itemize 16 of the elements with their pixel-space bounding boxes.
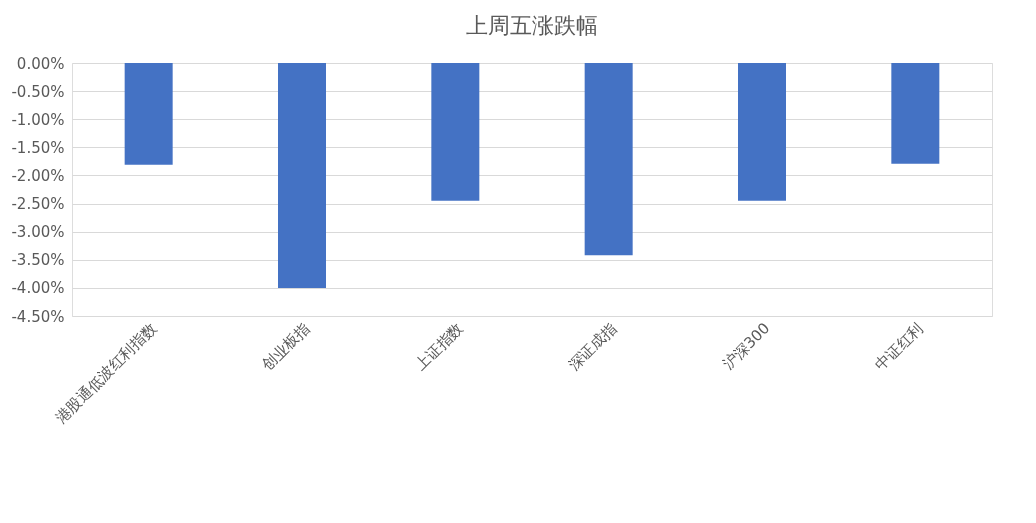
- y-tick-label: -2.00%: [11, 166, 65, 185]
- x-tick-label: 沪深300: [719, 319, 774, 374]
- y-tick-label: -4.00%: [11, 279, 65, 298]
- chart-title: 上周五涨跌幅: [466, 13, 598, 38]
- x-tick-label: 深证成指: [564, 319, 620, 375]
- y-tick-label: -3.00%: [11, 223, 65, 242]
- y-tick-label: -2.50%: [11, 195, 65, 214]
- y-tick-label: -1.50%: [11, 138, 65, 157]
- x-tick-label: 创业板指: [258, 319, 314, 375]
- x-tick-label: 中证红利: [871, 319, 927, 375]
- y-tick-label: -0.50%: [11, 82, 65, 101]
- y-tick-label: -1.00%: [11, 110, 65, 129]
- y-tick-label: 0.00%: [16, 54, 65, 73]
- y-tick-label: -4.50%: [11, 307, 65, 326]
- y-tick-label: -3.50%: [11, 251, 65, 270]
- x-tick-label: 上证指数: [411, 319, 467, 375]
